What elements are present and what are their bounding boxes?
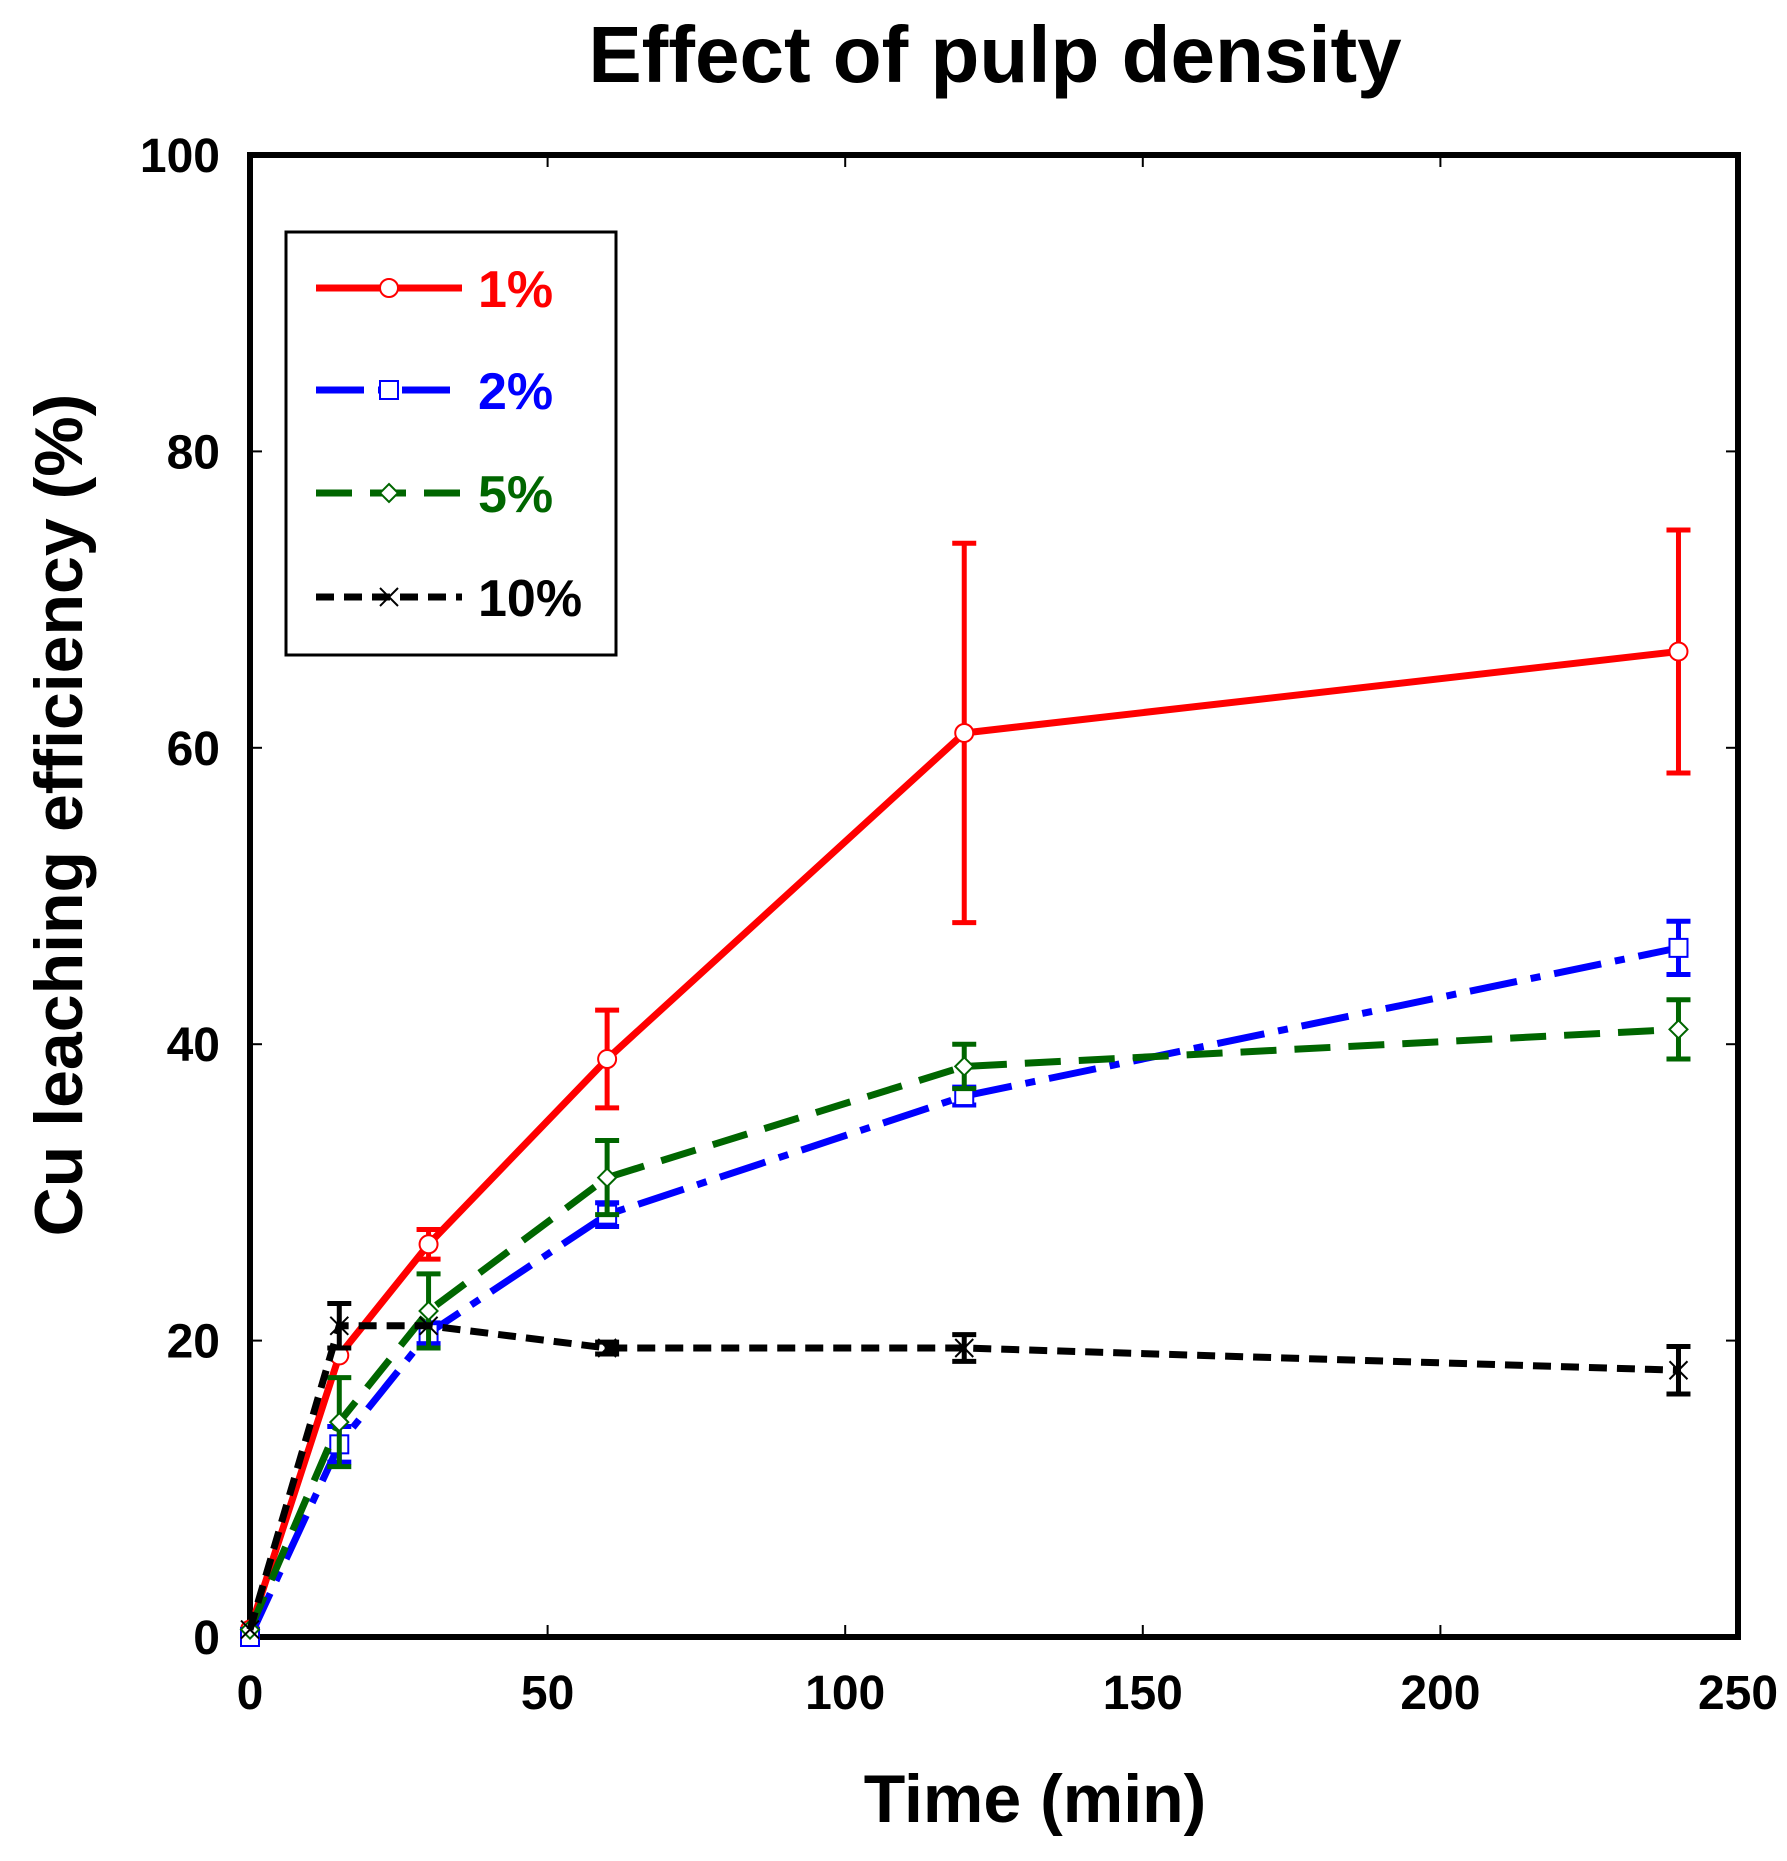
legend-marker xyxy=(379,278,399,298)
legend-label: 10% xyxy=(478,570,582,628)
data-point xyxy=(418,1234,439,1255)
chart-title: Effect of pulp density xyxy=(588,10,1402,99)
data-point xyxy=(240,1619,260,1640)
data-point xyxy=(954,1338,974,1358)
x-tick-label: 100 xyxy=(805,1667,885,1720)
x-tick-label: 250 xyxy=(1698,1667,1778,1720)
y-tick-label: 20 xyxy=(167,1316,220,1369)
y-tick-label: 0 xyxy=(193,1612,220,1665)
series-line xyxy=(246,944,1680,1639)
x-tick-label: 50 xyxy=(521,1667,574,1720)
data-point xyxy=(418,1316,439,1336)
data-point xyxy=(1668,937,1689,958)
data-point xyxy=(418,1300,439,1322)
y-tick-label: 60 xyxy=(167,723,220,776)
data-point xyxy=(329,1316,349,1336)
x-tick-label: 200 xyxy=(1400,1667,1480,1720)
data-point xyxy=(1668,641,1689,662)
legend: 1% 2% 5% 10% xyxy=(284,230,618,657)
data-point xyxy=(954,722,975,743)
data-point xyxy=(596,1167,618,1188)
data-point xyxy=(597,1049,618,1070)
y-tick-label: 80 xyxy=(167,426,220,479)
series-line xyxy=(246,1322,1679,1631)
y-tick-label: 100 xyxy=(140,130,220,183)
legend-box xyxy=(284,230,618,657)
legend-label: 5% xyxy=(478,466,553,524)
y-tick-label: 40 xyxy=(167,1019,220,1072)
x-tick-label: 0 xyxy=(237,1667,264,1720)
legend-label: 2% xyxy=(478,363,553,421)
data-point xyxy=(328,1411,350,1433)
series-10pct xyxy=(240,1301,1691,1640)
series-line xyxy=(246,647,1679,1631)
data-point xyxy=(1668,1360,1689,1380)
series-1pct xyxy=(240,527,1691,1640)
series-5pct xyxy=(239,997,1691,1641)
data-point xyxy=(1668,1018,1689,1040)
legend-marker xyxy=(379,587,399,607)
legend-label: 1% xyxy=(478,261,553,319)
data-point xyxy=(953,1056,975,1077)
legend-marker xyxy=(378,482,400,504)
legend-marker xyxy=(379,380,399,400)
series-line xyxy=(246,1025,1679,1631)
y-axis-title: Cu leaching efficiency (%) xyxy=(21,394,97,1237)
x-tick-label: 150 xyxy=(1103,1667,1183,1720)
series-layer xyxy=(239,527,1691,1647)
x-axis-title: Time (min) xyxy=(864,1761,1207,1837)
data-point xyxy=(597,1338,617,1358)
axes: 0 50 100 150 200 250 0 20 40 60 80 100 xyxy=(140,130,1778,1720)
